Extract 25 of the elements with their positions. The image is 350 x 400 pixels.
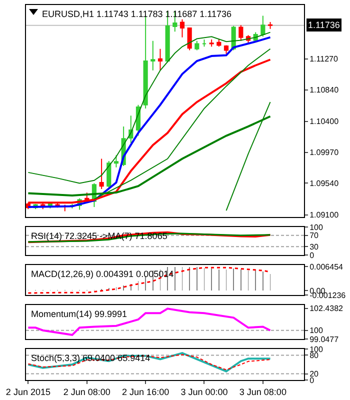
x-tick-label: 2 Jun 16:00 — [122, 386, 170, 397]
ref-line-label: 1.11736 — [308, 20, 340, 30]
x-tick-label: 2 Jun 2015 — [6, 386, 50, 397]
y-tick-label: 102.4382 — [310, 304, 344, 314]
x-tick-label: 2 Jun 08:00 — [63, 386, 110, 397]
y-tick-label: 30 — [310, 242, 320, 252]
text: MACD(12,26,9) 0.004391 0.005014 — [31, 269, 174, 279]
y-tick-label: 1.10840 — [310, 86, 340, 95]
x-tick-label: 3 Jun 00:00 — [180, 386, 228, 397]
y-tick-label: 99.0477 — [310, 334, 340, 344]
y-tick-label: 80 — [310, 351, 320, 360]
y-tick-label: 0 — [310, 250, 315, 260]
y-tick-label: 1.09100 — [310, 210, 340, 220]
y-tick-label: 0.006454 — [310, 262, 344, 272]
y-tick-label: 100 — [310, 222, 324, 232]
y-tick-label: 1.11270 — [310, 54, 338, 64]
y-tick-label: 100 — [310, 326, 324, 336]
text: Momentum(14) 99.9991 — [31, 309, 128, 319]
x-tick-label: 3 Jun 08:00 — [239, 386, 286, 397]
y-tick-label: 70 — [310, 231, 320, 240]
y-tick-label: 100 — [310, 344, 324, 354]
y-tick-label: 1.10400 — [310, 117, 340, 126]
y-tick-label: 1.09540 — [310, 179, 340, 188]
y-tick-label: 1.09970 — [310, 148, 340, 158]
y-tick-label: 0 — [310, 376, 315, 385]
